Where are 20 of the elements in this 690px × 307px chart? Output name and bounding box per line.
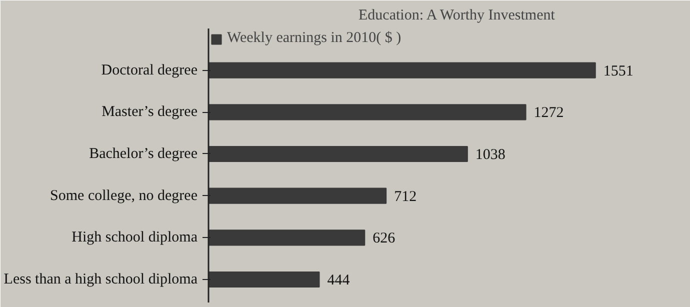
- data-label: 626: [372, 230, 396, 247]
- bar: [208, 146, 468, 162]
- y-tick-label: High school diploma: [72, 230, 198, 246]
- data-label: 1038: [475, 146, 506, 163]
- data-label: 1272: [534, 105, 564, 122]
- y-tick-label: Some college, no degree: [50, 188, 198, 204]
- data-label: 444: [327, 272, 350, 288]
- bar: [208, 62, 596, 78]
- bar: [208, 104, 526, 120]
- legend-label: Weekly earnings in 2010( $ ): [227, 30, 402, 47]
- bar: [208, 271, 320, 288]
- y-tick-label: Master’s degree: [102, 104, 198, 120]
- y-tick-label: Bachelor’s degree: [89, 146, 198, 162]
- y-tick-label: Doctoral degree: [101, 62, 198, 78]
- data-label: 712: [394, 188, 417, 205]
- data-label: 1551: [603, 63, 634, 80]
- y-tick-label: Less than a high school diploma: [4, 271, 198, 288]
- bar: [208, 230, 366, 246]
- bar: [208, 188, 387, 204]
- chart-title: Education: A Worthy Investment: [358, 8, 556, 24]
